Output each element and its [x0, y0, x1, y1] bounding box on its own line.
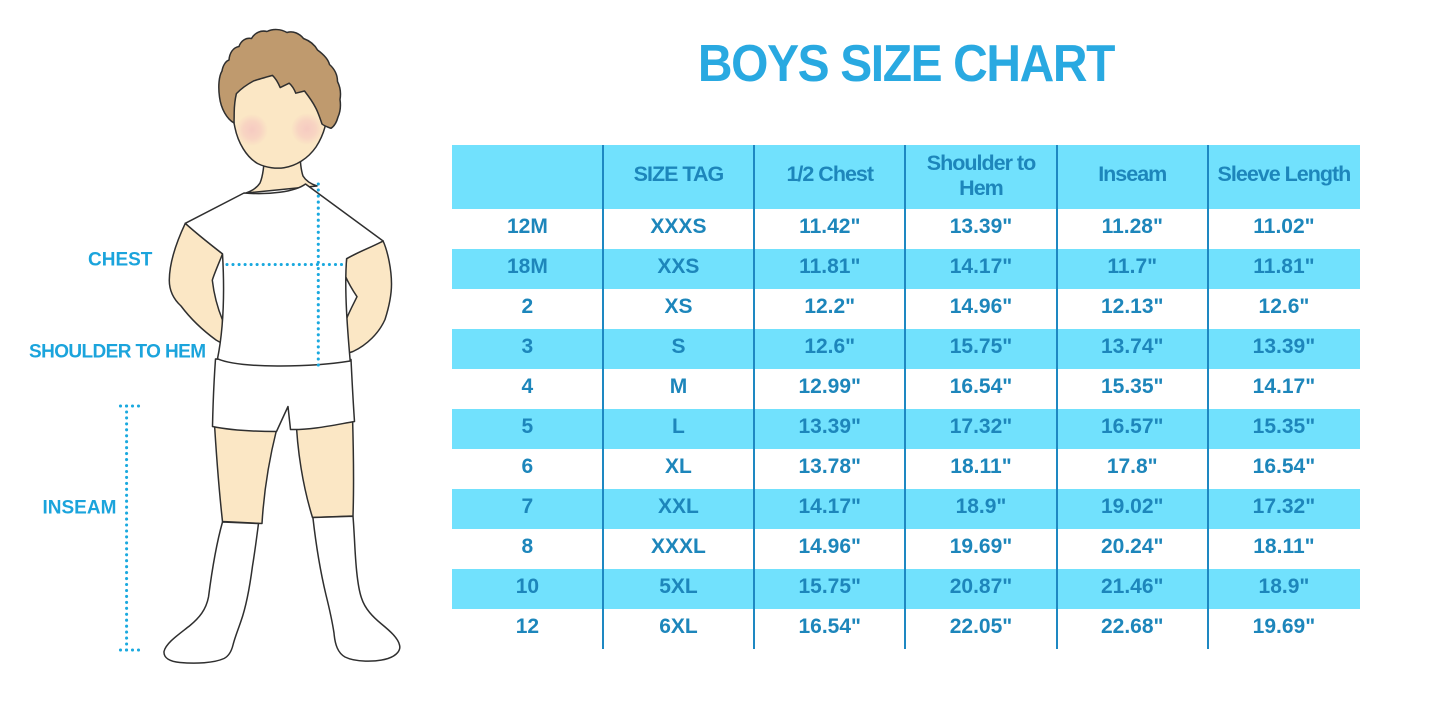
svg-text:SHOULDER TO HEM: SHOULDER TO HEM: [29, 342, 205, 363]
svg-text:CHEST: CHEST: [88, 250, 153, 271]
svg-text:INSEAM: INSEAM: [43, 498, 117, 519]
